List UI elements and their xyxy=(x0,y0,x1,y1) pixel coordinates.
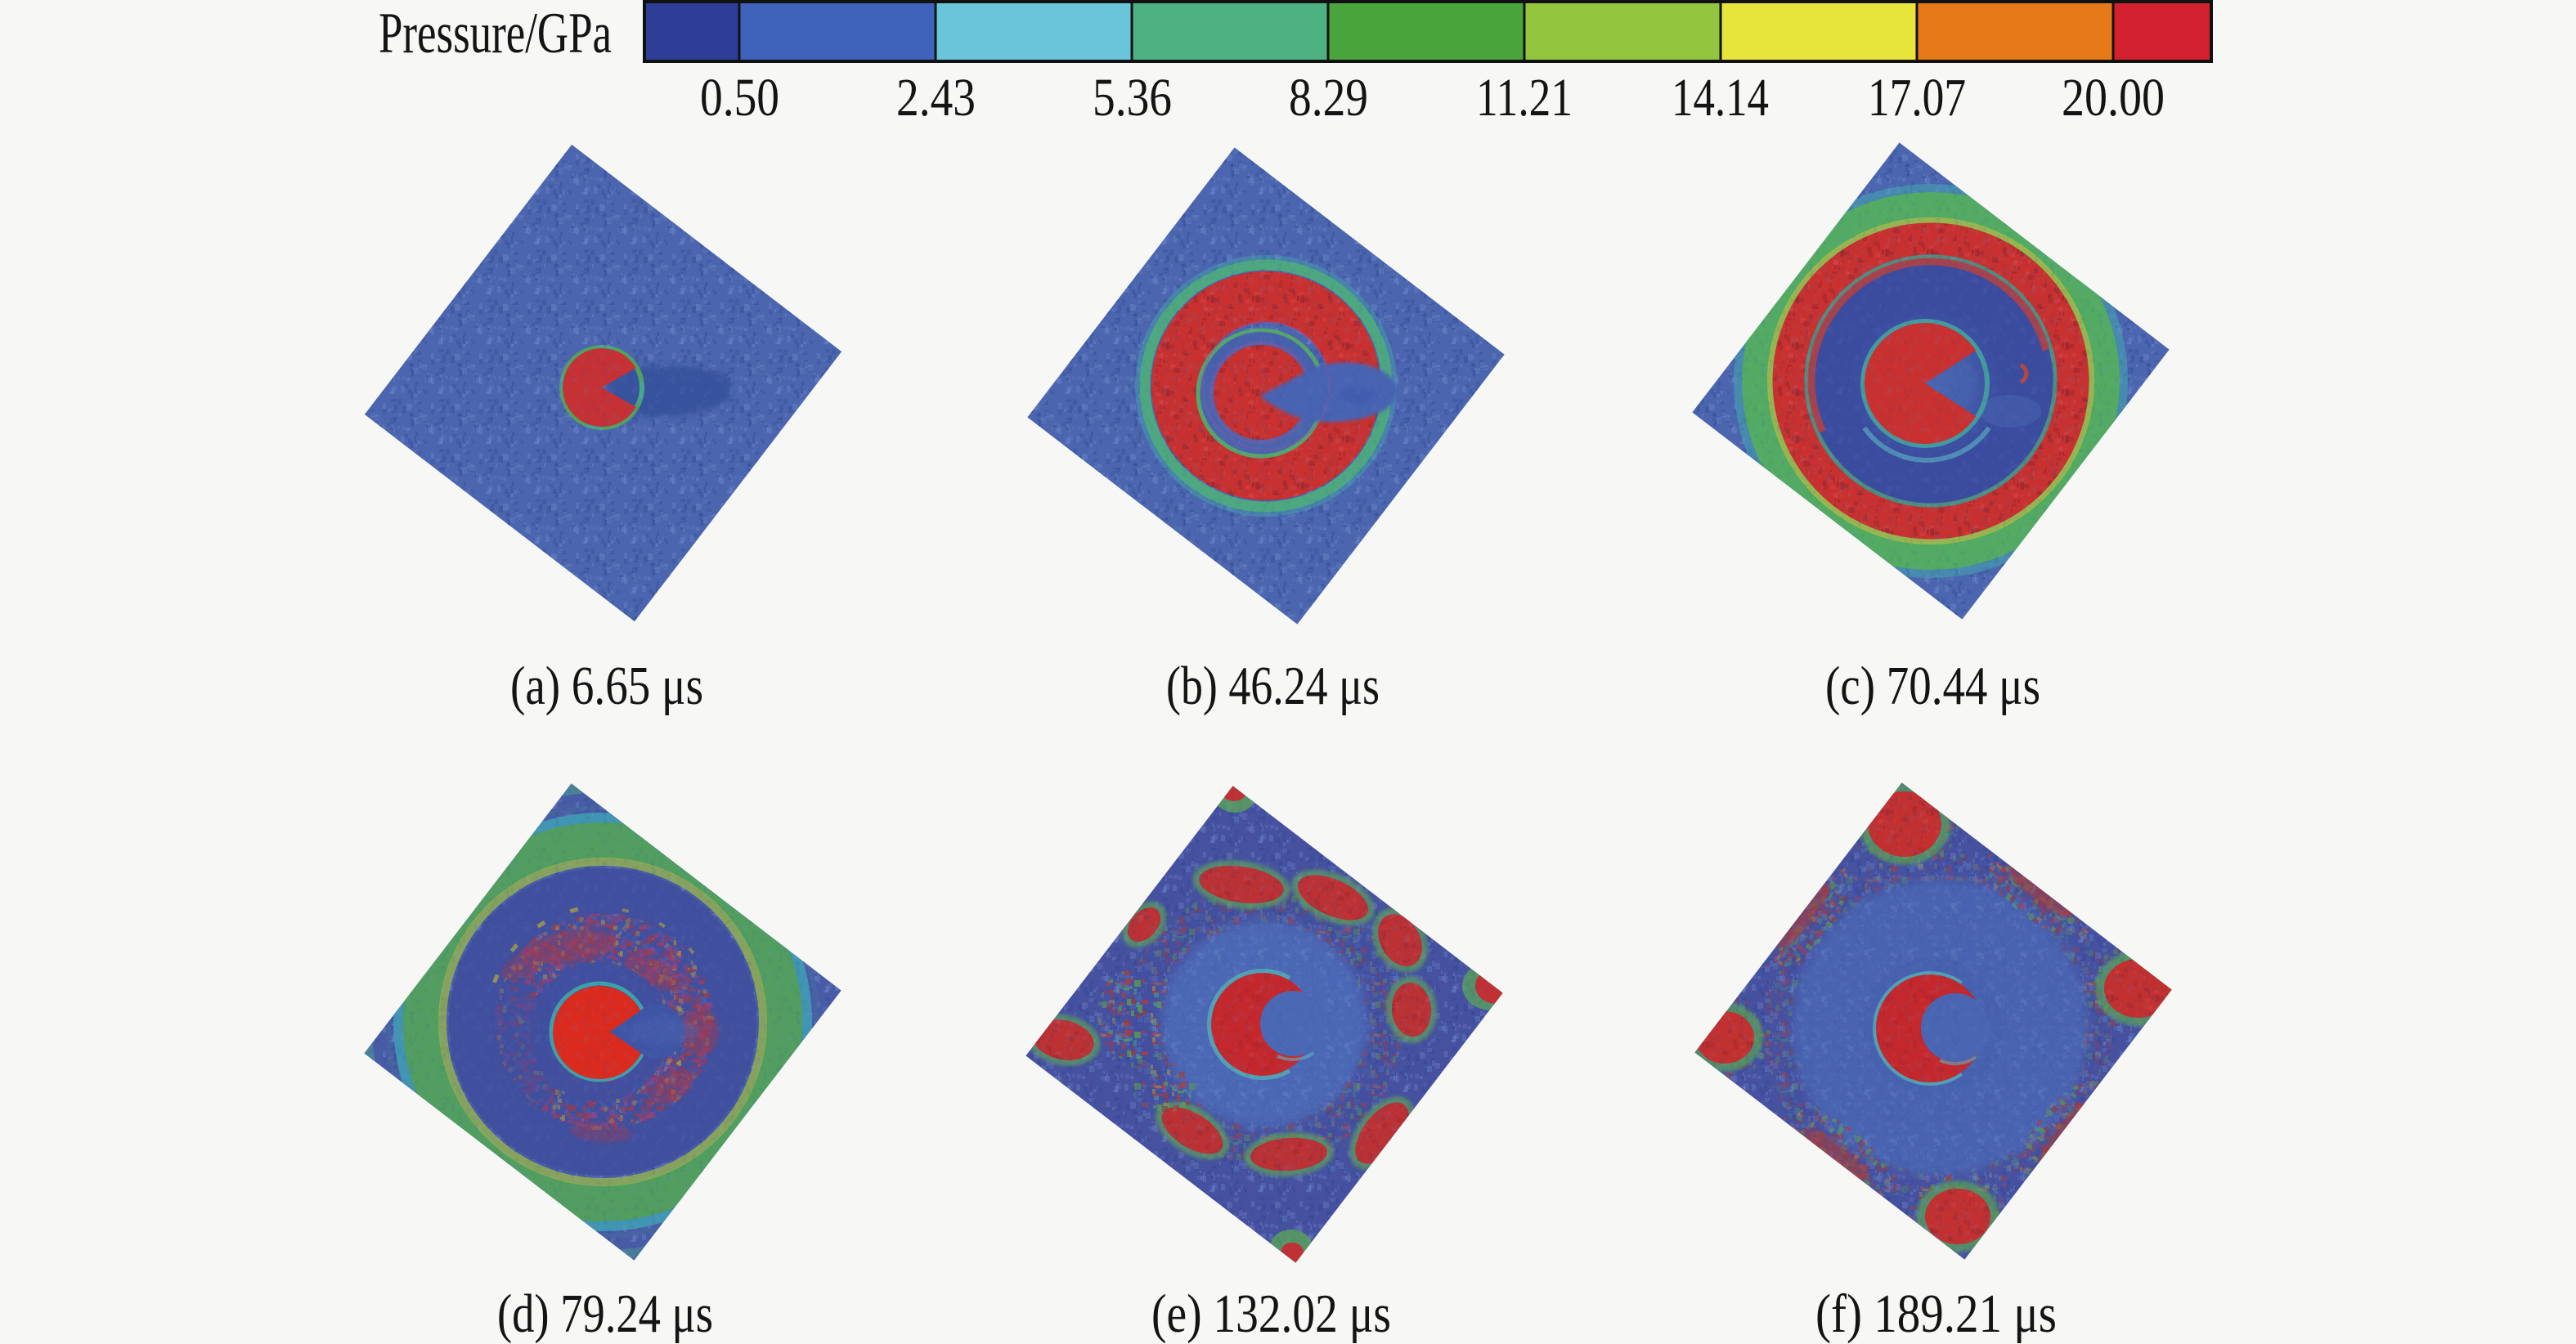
svg-text:(a) 6.65 μs: (a) 6.65 μs xyxy=(510,656,703,716)
svg-text:8.29: 8.29 xyxy=(1289,68,1368,128)
svg-text:(f) 189.21 μs: (f) 189.21 μs xyxy=(1815,1284,2057,1344)
svg-text:20.00: 20.00 xyxy=(2062,68,2165,128)
svg-text:5.36: 5.36 xyxy=(1093,68,1172,128)
svg-text:(e) 132.02 μs: (e) 132.02 μs xyxy=(1151,1284,1391,1344)
svg-text:Pressure/GPa: Pressure/GPa xyxy=(379,2,612,65)
svg-text:17.07: 17.07 xyxy=(1868,68,1966,128)
svg-text:11.21: 11.21 xyxy=(1476,68,1573,128)
svg-text:(d) 79.24 μs: (d) 79.24 μs xyxy=(497,1284,713,1344)
svg-text:14.14: 14.14 xyxy=(1672,68,1769,128)
svg-text:0.50: 0.50 xyxy=(700,68,779,128)
svg-text:(c) 70.44 μs: (c) 70.44 μs xyxy=(1825,656,2040,716)
svg-text:2.43: 2.43 xyxy=(896,68,976,128)
svg-text:(b) 46.24 μs: (b) 46.24 μs xyxy=(1166,656,1380,716)
